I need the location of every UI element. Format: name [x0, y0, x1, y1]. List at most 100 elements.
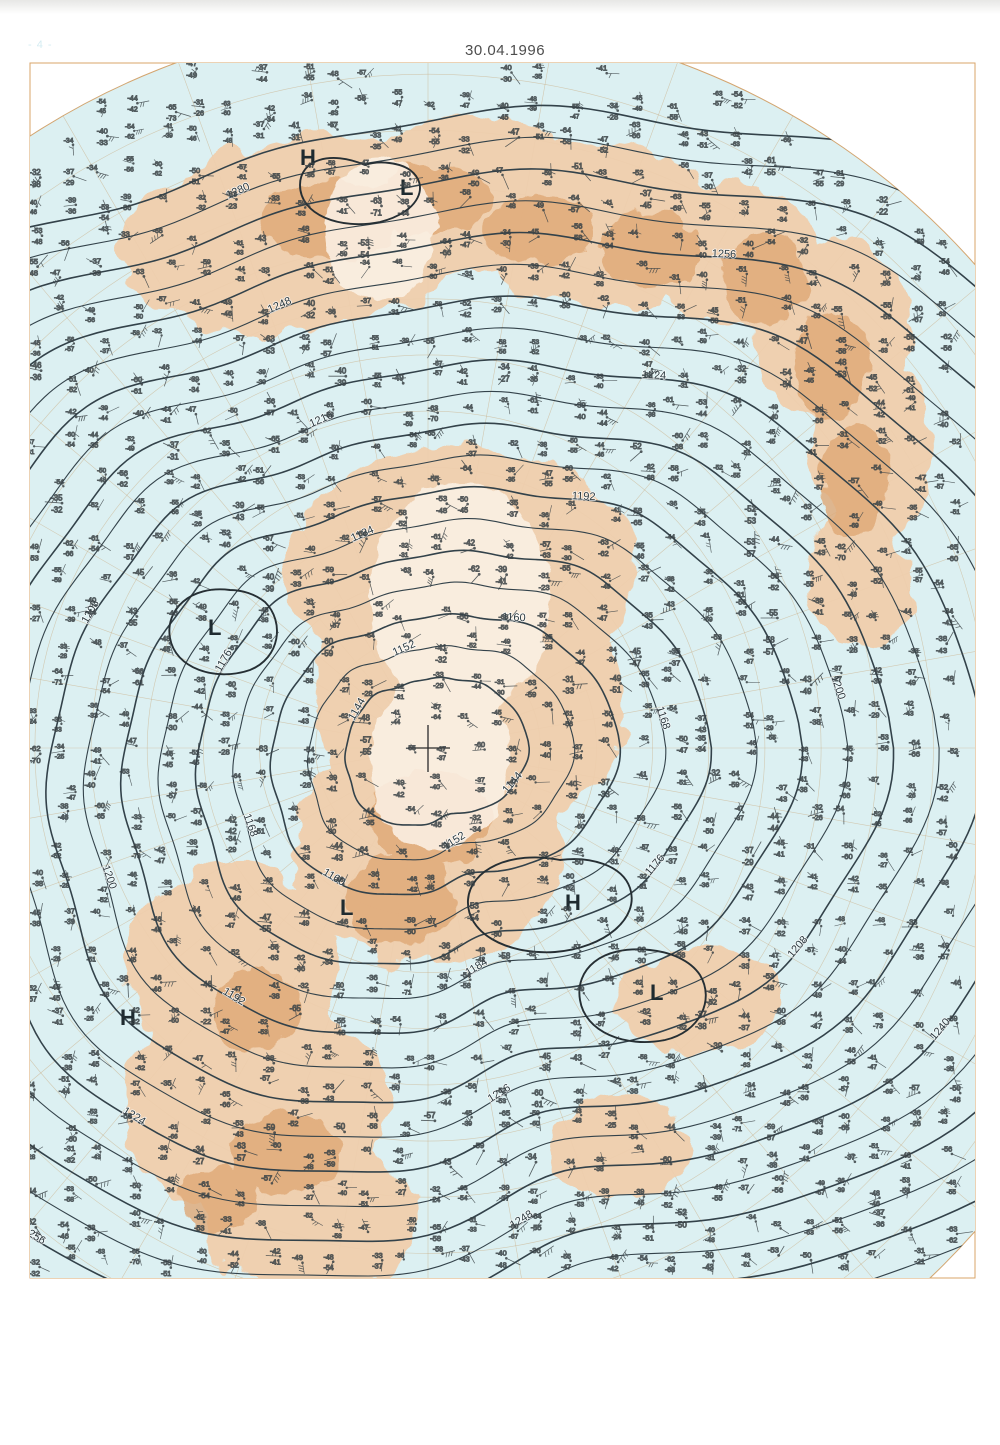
svg-text:-60: -60	[530, 1121, 540, 1128]
svg-text:-40: -40	[304, 299, 316, 308]
svg-text:-35: -35	[192, 510, 202, 517]
svg-text:-47: -47	[677, 746, 688, 755]
svg-text:-45: -45	[127, 957, 137, 964]
svg-text:-50: -50	[130, 1181, 141, 1190]
svg-text:-55: -55	[531, 1223, 542, 1232]
svg-text:-50: -50	[97, 467, 107, 474]
svg-text:-53: -53	[744, 538, 755, 547]
svg-text:-55: -55	[804, 582, 814, 589]
svg-text:-37: -37	[64, 167, 75, 176]
svg-text:-39: -39	[262, 644, 272, 651]
svg-text:-43: -43	[570, 1054, 582, 1063]
svg-text:-48: -48	[506, 203, 516, 210]
svg-text:-38: -38	[33, 879, 43, 888]
svg-text:-57: -57	[816, 1190, 826, 1197]
svg-text:-42: -42	[401, 950, 410, 957]
svg-text:-47: -47	[98, 887, 108, 894]
svg-text:-37: -37	[738, 675, 748, 682]
svg-text:-54: -54	[667, 705, 677, 712]
svg-text:-69: -69	[662, 677, 672, 684]
svg-text:-39: -39	[121, 193, 131, 201]
svg-text:-51: -51	[360, 573, 370, 581]
svg-text:-39: -39	[695, 1081, 707, 1090]
svg-text:-35: -35	[126, 619, 138, 628]
svg-text:-57: -57	[433, 360, 443, 367]
svg-text:-55: -55	[260, 925, 272, 934]
svg-text:-50: -50	[299, 428, 309, 435]
svg-text:-61: -61	[879, 338, 889, 345]
svg-text:-57: -57	[839, 1086, 849, 1093]
svg-text:-65: -65	[269, 434, 280, 443]
svg-text:-56: -56	[65, 336, 75, 343]
svg-text:-69: -69	[883, 1088, 893, 1095]
svg-text:-33: -33	[356, 772, 366, 779]
svg-text:1256: 1256	[711, 248, 736, 261]
svg-text:-60: -60	[775, 918, 786, 927]
svg-text:-66: -66	[304, 273, 314, 280]
svg-text:-52: -52	[876, 438, 886, 445]
svg-text:-31: -31	[834, 171, 844, 178]
svg-text:-49: -49	[476, 947, 486, 954]
svg-text:-47: -47	[334, 993, 344, 1000]
svg-text:-32: -32	[797, 236, 808, 245]
svg-text:-60: -60	[574, 1089, 584, 1096]
svg-text:-63: -63	[937, 311, 947, 318]
svg-text:-39: -39	[428, 263, 438, 270]
svg-text:-53: -53	[233, 1118, 243, 1127]
svg-text:-49: -49	[601, 584, 611, 591]
svg-text:-42: -42	[904, 701, 914, 708]
svg-text:-32: -32	[201, 1118, 211, 1125]
svg-text:-33: -33	[119, 229, 130, 238]
svg-text:-56: -56	[563, 476, 573, 483]
svg-text:-65: -65	[153, 228, 163, 235]
svg-text:-66: -66	[811, 313, 821, 320]
svg-text:-50: -50	[228, 407, 238, 414]
svg-text:-61: -61	[234, 240, 244, 247]
svg-text:-44: -44	[951, 499, 961, 506]
svg-text:-32: -32	[638, 874, 648, 881]
svg-text:-44: -44	[696, 409, 707, 418]
svg-text:-59: -59	[729, 780, 739, 789]
svg-text:-34: -34	[739, 210, 749, 217]
svg-text:-54: -54	[643, 1222, 654, 1231]
svg-text:-49: -49	[330, 612, 340, 619]
svg-text:-37: -37	[911, 265, 921, 272]
svg-text:-57: -57	[191, 807, 202, 816]
svg-text:-64: -64	[909, 738, 921, 747]
svg-text:-48: -48	[32, 237, 43, 246]
svg-text:-33: -33	[27, 708, 37, 715]
svg-text:-38: -38	[30, 180, 41, 189]
svg-text:-54: -54	[766, 239, 776, 246]
svg-text:-47: -47	[460, 242, 470, 249]
svg-text:-55: -55	[699, 201, 710, 210]
svg-text:-47: -47	[576, 659, 586, 666]
svg-text:-33: -33	[563, 687, 574, 696]
svg-text:-63: -63	[566, 375, 575, 382]
svg-text:-36: -36	[289, 815, 299, 822]
svg-text:-37: -37	[739, 1185, 749, 1192]
svg-text:-44: -44	[666, 534, 676, 541]
svg-text:-65: -65	[883, 1078, 893, 1085]
svg-text:-63: -63	[401, 567, 411, 574]
svg-text:-38: -38	[324, 500, 335, 509]
svg-text:-36: -36	[530, 1246, 541, 1255]
svg-text:-49: -49	[938, 941, 949, 950]
svg-text:-60: -60	[575, 824, 585, 831]
svg-text:-48: -48	[100, 991, 110, 998]
svg-text:-39: -39	[187, 838, 197, 846]
svg-text:-62: -62	[52, 843, 62, 850]
svg-text:-39: -39	[85, 1235, 95, 1243]
svg-text:-63: -63	[713, 90, 723, 97]
svg-text:-41: -41	[457, 377, 468, 386]
svg-text:-37: -37	[869, 777, 879, 784]
svg-text:-64: -64	[914, 878, 924, 885]
svg-text:-67: -67	[509, 1234, 519, 1241]
svg-text:-43: -43	[236, 1201, 246, 1208]
svg-text:-29: -29	[263, 1065, 274, 1074]
svg-text:-34: -34	[525, 1152, 537, 1161]
svg-text:-53: -53	[296, 474, 306, 481]
svg-text:-69: -69	[671, 203, 682, 212]
svg-text:-60: -60	[526, 775, 536, 782]
svg-text:-35: -35	[543, 634, 553, 641]
svg-text:-41: -41	[866, 979, 876, 986]
